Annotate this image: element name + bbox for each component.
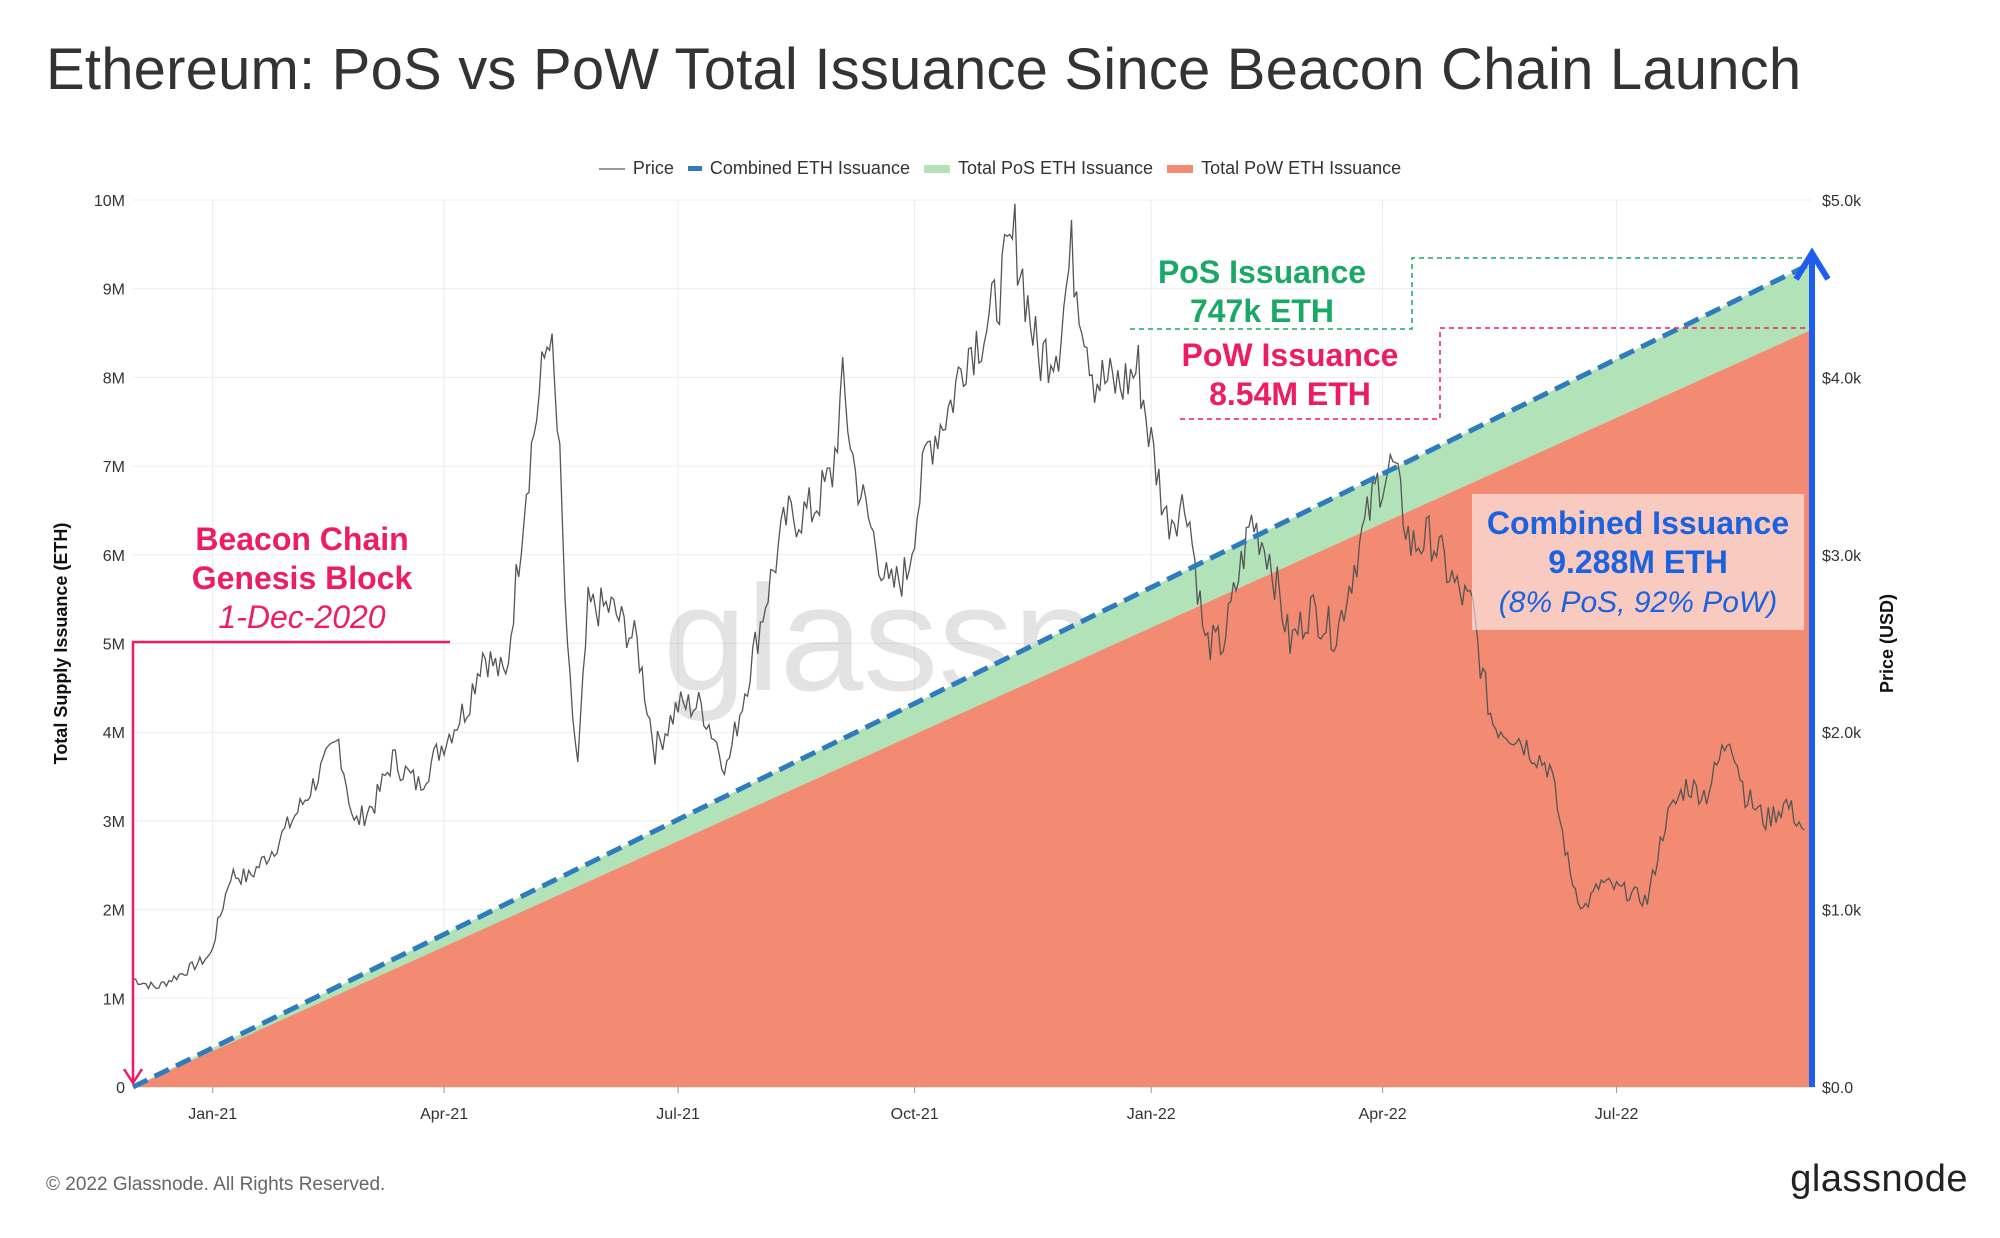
y-axis-left-label: Total Supply Issuance (ETH)	[51, 523, 71, 765]
y-right-tick-label: $5.0k	[1822, 193, 1862, 210]
pow-label-line1: PoW Issuance	[1182, 337, 1399, 373]
price-line	[132, 203, 1805, 991]
y-axis-right-ticks: $0.0 $1.0k $2.0k $3.0k $4.0k $5.0k	[1822, 193, 1862, 1097]
y-right-tick-label: $1.0k	[1822, 903, 1862, 920]
x-tick-label: Jul-22	[1595, 1106, 1639, 1123]
legend-swatch-combined	[687, 166, 702, 171]
legend-item-combined[interactable]: Combined ETH Issuance	[687, 158, 910, 179]
y-left-tick-label: 3M	[103, 814, 125, 831]
y-left-tick-label: 10M	[94, 193, 125, 210]
genesis-bracket-line	[131, 640, 450, 1083]
y-left-tick-label: 4M	[103, 725, 125, 742]
legend-label-price: Price	[632, 158, 674, 178]
genesis-arrowhead	[122, 1068, 144, 1086]
copyright-footer: © 2022 Glassnode. All Rights Reserved.	[46, 1174, 386, 1195]
pos-bracket-line	[1130, 257, 1812, 330]
legend-item-pow[interactable]: Total PoW ETH Issuance	[1167, 158, 1401, 179]
x-tick-label: Jan-21	[188, 1106, 237, 1123]
y-left-tick-label: 2M	[103, 903, 125, 920]
y-right-tick-label: $2.0k	[1822, 725, 1862, 742]
y-left-tick-label: 9M	[103, 282, 125, 299]
legend-label-pow: Total PoW ETH Issuance	[1201, 158, 1402, 178]
y-left-tick-label: 0	[116, 1080, 125, 1097]
genesis-date: 1-Dec-2020	[218, 599, 385, 635]
y-left-tick-label: 5M	[103, 637, 125, 654]
combined-label-box	[1472, 494, 1804, 630]
pow-issuance-area	[133, 329, 1812, 1087]
legend-swatch-pos	[923, 164, 950, 173]
pos-label-line1: PoS Issuance	[1158, 254, 1366, 290]
combined-label-line2: 9.288M ETH	[1548, 544, 1728, 580]
legend-swatch-pow	[1167, 164, 1194, 173]
legend-item-price[interactable]: Price	[598, 158, 674, 179]
legend-label-pos: Total PoS ETH Issuance	[957, 158, 1154, 178]
y-left-tick-label: 1M	[103, 991, 125, 1008]
y-right-tick-label: $4.0k	[1822, 370, 1862, 387]
genesis-annotation: Beacon Chain Genesis Block 1-Dec-2020	[122, 521, 450, 1086]
chart-legend: Price Combined ETH Issuance Total PoS ET…	[0, 158, 2000, 179]
x-axis-ticks: Jan-21 Apr-21 Jul-21 Oct-21 Jan-22 Apr-22 Jul-…	[188, 1087, 1638, 1123]
pow-label-line2: 8.54M ETH	[1209, 376, 1371, 412]
pow-bracket-line	[1180, 327, 1812, 420]
combined-arrow-head	[1793, 247, 1831, 281]
x-tick-label: Jul-21	[656, 1106, 700, 1123]
y-left-tick-label: 6M	[103, 548, 125, 565]
x-tick-label: Apr-21	[420, 1106, 468, 1123]
y-axis-left-ticks: 0 1M 2M 3M 4M 5M 6M 7M 8M 9M 10M	[94, 193, 125, 1097]
y-left-tick-label: 8M	[103, 370, 125, 387]
legend-item-pos[interactable]: Total PoS ETH Issuance	[923, 158, 1154, 179]
x-tick-label: Oct-21	[891, 1106, 939, 1123]
x-tick-label: Apr-22	[1359, 1106, 1407, 1123]
combined-annotation: Combined Issuance 9.288M ETH (8% PoS, 92…	[1472, 247, 1831, 1087]
page-title: Ethereum: PoS vs PoW Total Issuance Sinc…	[46, 37, 1802, 102]
y-right-tick-label: $0.0	[1822, 1080, 1853, 1097]
y-left-tick-label: 7M	[103, 459, 125, 476]
genesis-label-line2: Genesis Block	[192, 560, 413, 596]
pos-annotation: PoS Issuance 747k ETH	[1130, 254, 1812, 330]
combined-label-line1: Combined Issuance	[1487, 505, 1789, 541]
x-tick-label: Jan-22	[1127, 1106, 1176, 1123]
pow-annotation: PoW Issuance 8.54M ETH	[1180, 327, 1812, 420]
glassnode-logo: glassnode	[1790, 1158, 1968, 1200]
legend-label-combined: Combined ETH Issuance	[709, 158, 910, 178]
combined-label-line3: (8% PoS, 92% PoW)	[1499, 586, 1777, 619]
legend-swatch-price	[598, 167, 625, 170]
y-axis-right-label: Price (USD)	[1877, 594, 1897, 693]
pos-label-line2: 747k ETH	[1190, 293, 1334, 329]
y-right-tick-label: $3.0k	[1822, 548, 1862, 565]
genesis-label-line1: Beacon Chain	[195, 521, 408, 557]
